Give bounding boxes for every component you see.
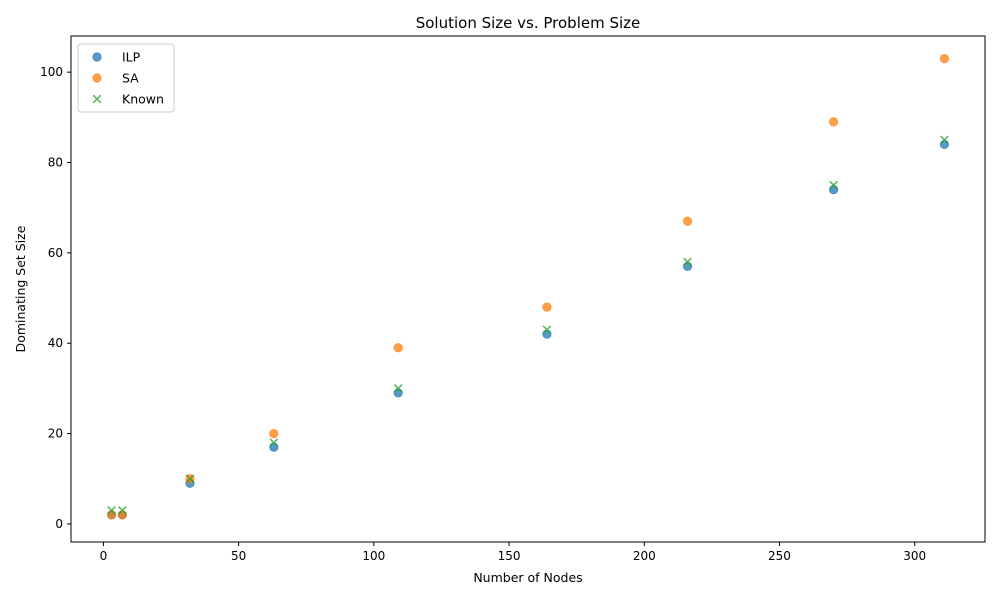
legend-frame	[77, 43, 175, 113]
point-sa	[828, 117, 839, 127]
point-ilp	[939, 139, 950, 150]
x-tick-label: 50	[231, 549, 246, 563]
legend-marker-sa	[92, 73, 102, 83]
legend-marker-ilp	[92, 52, 102, 62]
point-ilp	[542, 329, 552, 339]
point-sa	[939, 53, 950, 64]
x-tick-label: 200	[633, 549, 656, 563]
x-axis-label: Number of Nodes	[473, 570, 582, 585]
y-axis-ticks: 0 20 40 60 80 100	[40, 65, 71, 531]
point-known	[542, 325, 552, 335]
x-tick-label: 250	[768, 549, 791, 563]
point-known	[683, 257, 692, 267]
series-known	[107, 135, 949, 515]
point-sa	[269, 428, 279, 439]
y-tick-label: 20	[48, 427, 63, 441]
point-ilp	[682, 261, 693, 272]
point-sa	[393, 343, 403, 353]
point-sa	[682, 216, 693, 226]
x-tick-label: 300	[903, 549, 926, 563]
point-ilp	[269, 442, 279, 452]
legend-label-known: Known	[122, 92, 164, 107]
point-ilp	[828, 185, 839, 195]
plot-area	[70, 35, 986, 543]
legend-marker-known	[92, 94, 102, 104]
point-known	[940, 135, 949, 145]
point-known	[185, 474, 195, 484]
point-known	[107, 506, 116, 515]
y-tick-label: 80	[48, 156, 63, 170]
legend-label-ilp: ILP	[122, 50, 141, 65]
point-sa	[106, 510, 117, 520]
chart-title: Solution Size vs. Problem Size	[416, 14, 641, 32]
point-sa	[542, 302, 552, 312]
legend-label-sa: SA	[122, 71, 139, 86]
y-tick-label: 40	[48, 336, 63, 350]
y-tick-label: 100	[40, 65, 63, 79]
y-tick-label: 60	[48, 246, 63, 260]
point-known	[118, 506, 127, 515]
legend: ILP SA Known	[77, 43, 175, 113]
point-ilp	[393, 388, 403, 398]
point-sa	[117, 510, 127, 520]
x-tick-label: 0	[100, 549, 108, 563]
point-known	[829, 180, 838, 190]
y-axis-label: Dominating Set Size	[13, 225, 28, 352]
point-known	[393, 384, 403, 393]
x-tick-label: 150	[498, 549, 521, 563]
y-tick-label: 0	[55, 517, 63, 531]
point-known	[269, 438, 279, 447]
data-marks	[106, 53, 950, 520]
x-axis-ticks: 0 50 100 150 200 250 300	[100, 542, 926, 563]
x-tick-label: 100	[362, 549, 385, 563]
